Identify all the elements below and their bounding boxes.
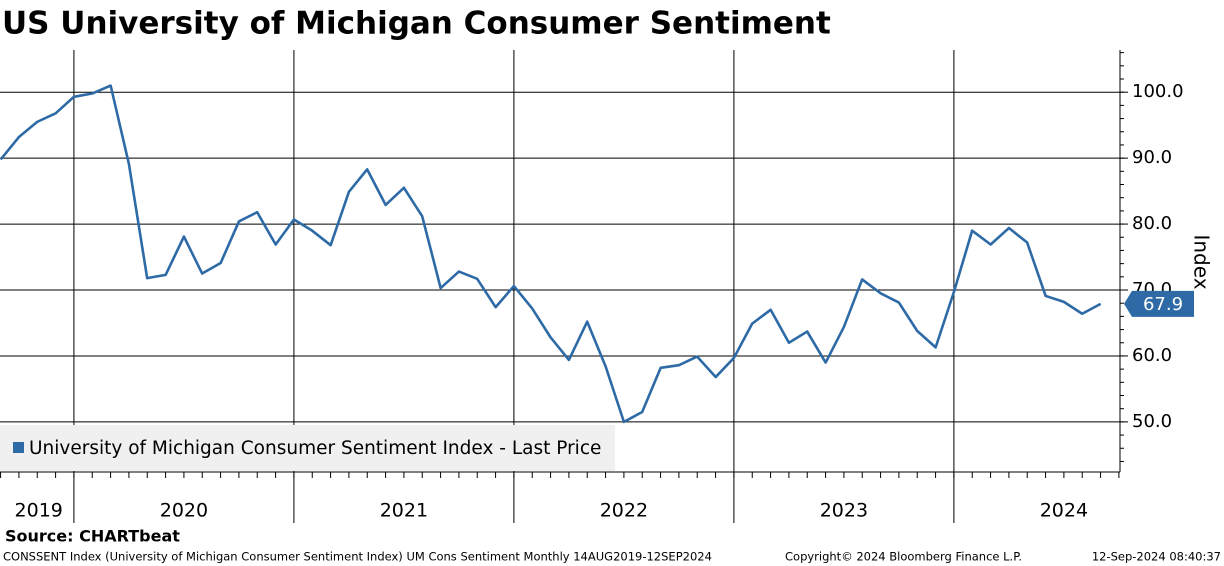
y-tick-label: 60.0 bbox=[1132, 345, 1172, 366]
y-tick-label: 100.0 bbox=[1132, 81, 1184, 102]
legend-label: University of Michigan Consumer Sentimen… bbox=[29, 438, 601, 459]
x-tick-label: 2021 bbox=[380, 500, 428, 522]
legend-box bbox=[0, 425, 615, 471]
footer-center: Copyright© 2024 Bloomberg Finance L.P. bbox=[785, 550, 1022, 564]
x-tick-label: 2019 bbox=[15, 500, 63, 522]
last-price-label: 67.9 bbox=[1143, 294, 1183, 315]
data-line bbox=[0, 84, 1102, 424]
y-tick-label: 50.0 bbox=[1132, 411, 1172, 432]
x-tick-label: 2024 bbox=[1040, 500, 1088, 522]
legend-swatch bbox=[13, 442, 24, 453]
source: Source: CHARTbeat bbox=[5, 527, 180, 546]
x-tick-label: 2020 bbox=[160, 500, 208, 522]
y-tick-label: 90.0 bbox=[1132, 147, 1172, 168]
last-price-box bbox=[1124, 290, 1194, 317]
chart-title: US University of Michigan Consumer Senti… bbox=[2, 6, 831, 42]
x-tick-label: 2022 bbox=[600, 500, 648, 522]
footer-right: 12-Sep-2024 08:40:37 bbox=[1092, 550, 1221, 564]
x-tick-label: 2023 bbox=[820, 500, 868, 522]
footer-left: CONSSENT Index (University of Michigan C… bbox=[3, 550, 712, 564]
y-axis-label: Index bbox=[1190, 234, 1214, 289]
y-tick-label: 80.0 bbox=[1132, 213, 1172, 234]
